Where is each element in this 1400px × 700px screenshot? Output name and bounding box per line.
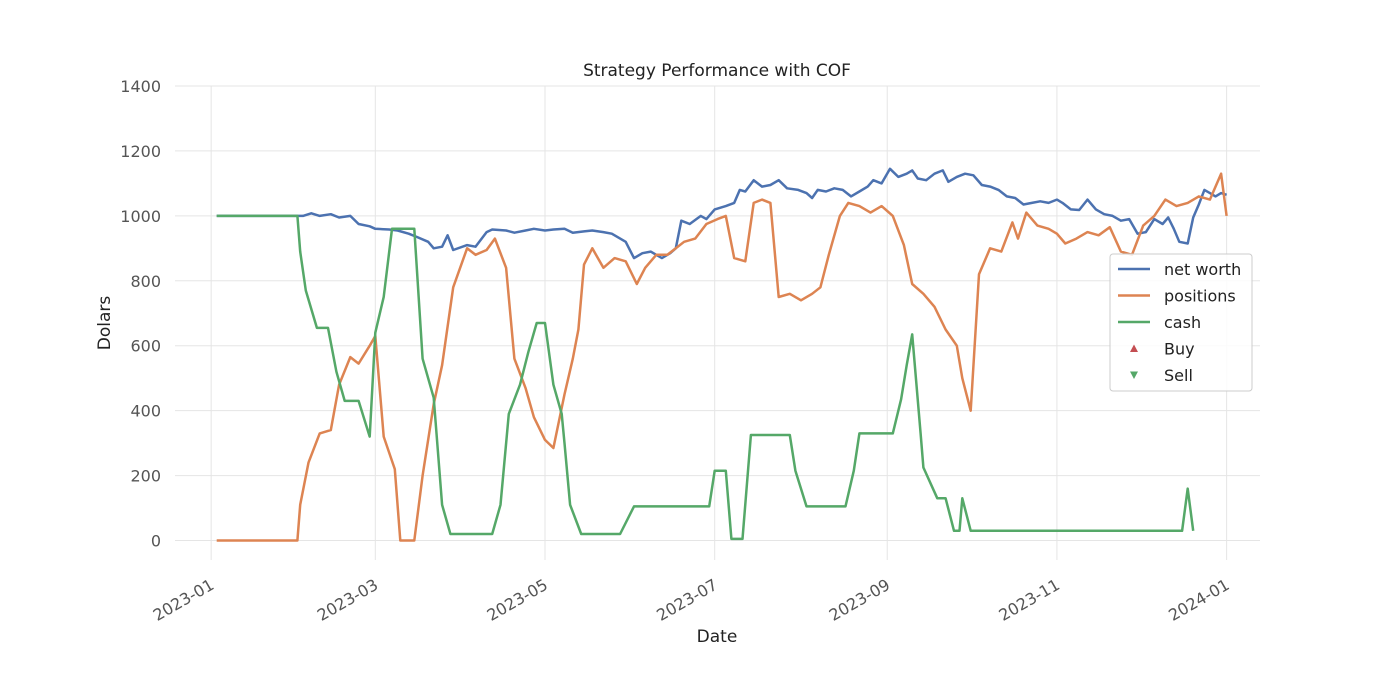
y-tick-label: 1400 (120, 77, 161, 96)
grid (175, 85, 1260, 560)
legend-label: net worth (1164, 260, 1241, 279)
legend: net worth positions cash Buy Sell (1109, 253, 1253, 392)
series-line-net-worth (216, 167, 1227, 260)
legend-label: Sell (1164, 366, 1193, 385)
legend-label: cash (1164, 313, 1201, 332)
x-tick-label: 2023-03 (314, 575, 381, 625)
tick-labels: 0 200 400 600 800 1000 1200 1400 2023-01 2023-03 2… (120, 77, 1232, 625)
x-tick-label: 2024-01 (1165, 575, 1232, 625)
x-tick-label: 2023-05 (484, 575, 551, 625)
y-tick-label: 600 (130, 337, 161, 356)
x-tick-label: 2023-11 (996, 575, 1063, 625)
legend-label: positions (1164, 287, 1236, 306)
x-tick-label: 2023-01 (150, 575, 217, 625)
y-axis-label: Dolars (95, 296, 115, 351)
x-axis-label: Date (697, 627, 738, 647)
y-tick-label: 0 (151, 532, 161, 551)
x-tick-label: 2023-07 (653, 575, 720, 625)
chart-title: Strategy Performance with COF (583, 61, 851, 81)
series-line-positions (216, 172, 1228, 542)
series-lines (216, 167, 1228, 542)
legend-box (1109, 253, 1253, 392)
y-tick-label: 800 (130, 272, 161, 291)
legend-swatch (1130, 371, 1138, 379)
y-tick-label: 200 (130, 467, 161, 486)
y-tick-label: 400 (130, 402, 161, 421)
legend-swatch (1130, 344, 1138, 352)
y-tick-label: 1000 (120, 207, 161, 226)
legend-label: Buy (1164, 340, 1195, 359)
y-tick-label: 1200 (120, 142, 161, 161)
x-tick-label: 2023-09 (826, 575, 893, 625)
series-line-cash (216, 214, 1195, 541)
